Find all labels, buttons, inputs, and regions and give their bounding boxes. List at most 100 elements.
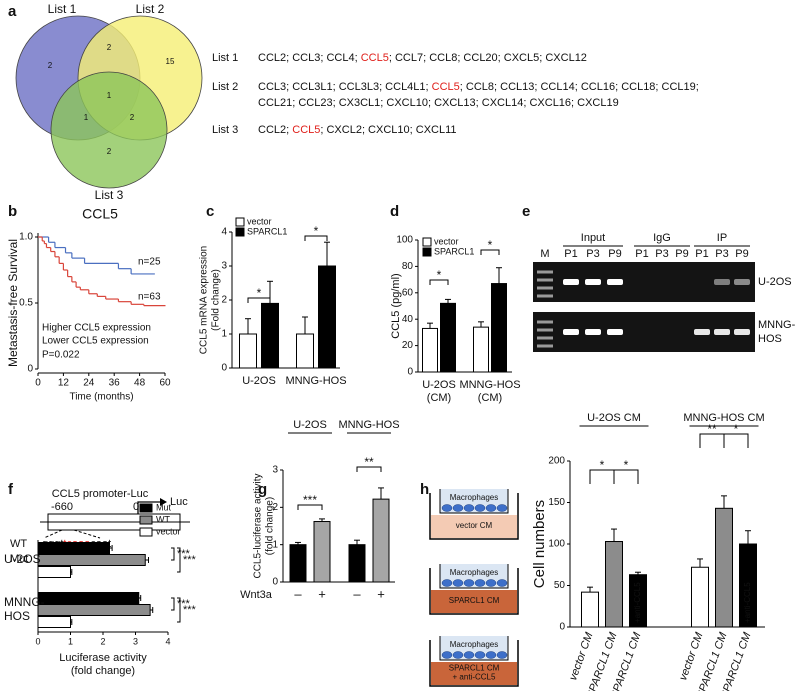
- x-tick-label: 36: [109, 378, 121, 389]
- y-tick-label: 80: [402, 261, 414, 272]
- significance-bracket: [429, 279, 449, 285]
- legend-label: SPARCL1: [434, 246, 474, 256]
- ladder-band: [537, 278, 553, 282]
- macrophage: [474, 504, 486, 512]
- group-label: MNNG-HOS CM: [683, 412, 764, 424]
- x-tick-label: 12: [58, 378, 70, 389]
- gel-band: [607, 329, 623, 335]
- significance-bracket: [723, 433, 749, 448]
- x-tick-label: (CM): [427, 392, 451, 404]
- panel-label: g: [258, 481, 267, 498]
- ladder-band: [537, 294, 553, 298]
- significance-label: **: [364, 455, 374, 469]
- x-tick-label: MNNG-HOS: [285, 375, 346, 387]
- gene-text: ; CXCL2; CXCL10; CXCL11: [320, 124, 456, 136]
- promoter-tss: 0: [133, 501, 139, 513]
- legend-label: SPARCL1: [247, 226, 287, 236]
- gene-list-name: List 1: [212, 52, 238, 64]
- y-tick-label: 40: [402, 314, 414, 325]
- venn-count: 2: [107, 43, 112, 52]
- bar: [473, 326, 489, 373]
- zoom-line: [43, 529, 63, 539]
- cells-label: Macrophages: [450, 493, 498, 502]
- ladder-band: [537, 286, 553, 290]
- macrophage: [452, 651, 464, 659]
- legend-label: vector: [247, 216, 272, 226]
- promoter-start: -660: [51, 501, 73, 513]
- y-tick-label: 0: [221, 363, 227, 374]
- gel-row-label: HOS: [758, 333, 782, 345]
- promoter-title: CCL5 promoter-Luc: [52, 488, 149, 500]
- gel-band: [714, 329, 730, 335]
- macrophage: [474, 579, 486, 587]
- gene-list-line: CCL3; CCL3L1; CCL3L3; CCL4L1; CCL5; CCL8…: [258, 81, 699, 93]
- gene-text: ; CCL7; CCL8; CCL20; CXCL5; CXCL12: [389, 52, 587, 64]
- legend-swatch: [139, 503, 153, 513]
- macrophage: [485, 579, 497, 587]
- reporter-label: Luc: [170, 496, 188, 508]
- bar: [37, 566, 71, 578]
- venn-set-label: List 2: [136, 2, 165, 16]
- y-tick-label: 100: [396, 235, 413, 246]
- significance-label: ***: [183, 554, 197, 566]
- significance-label: *: [488, 238, 493, 252]
- gel-band: [714, 279, 730, 285]
- bar: [261, 302, 279, 369]
- gene-text: CCL2;: [258, 124, 292, 136]
- legend-swatch: [139, 527, 153, 537]
- x-tick-label: 3: [133, 636, 138, 646]
- y-axis-label: CCL5 mRNA expression: [199, 246, 210, 354]
- gel-row-label: U-2OS: [758, 276, 792, 288]
- bar: [37, 616, 71, 628]
- tss-arrow: [137, 501, 160, 514]
- gel-group-label: Input: [581, 232, 605, 244]
- y-axis-label: CCL5-luciferase activity: [253, 473, 264, 578]
- y-tick-label: 50: [554, 580, 566, 591]
- gel-group-label: IgG: [653, 232, 671, 244]
- y-tick-label: 150: [548, 497, 565, 508]
- macrophage: [463, 504, 475, 512]
- macrophage: [452, 504, 464, 512]
- gene-text: CCL2; CCL3; CCL4;: [258, 52, 361, 64]
- venn-set-label: List 1: [48, 2, 77, 16]
- annotation: P=0.022: [42, 350, 80, 361]
- bar: [318, 265, 336, 369]
- significance-label: **: [707, 422, 717, 436]
- medium: [431, 590, 517, 613]
- x-axis-label: Time (months): [69, 392, 133, 403]
- condition-label: + anti-CCL5: [453, 673, 496, 682]
- y-tick-label: 0: [407, 367, 413, 378]
- gel-band: [734, 329, 750, 335]
- y-tick-label: U-2OS: [4, 552, 41, 566]
- bar: [372, 498, 390, 583]
- promoter-box: [47, 513, 181, 531]
- macrophage: [441, 504, 453, 512]
- x-tick-label: U-2OS: [422, 379, 456, 391]
- y-axis-label: (Fold change): [211, 269, 222, 331]
- y-axis-label: (fold change): [265, 497, 276, 555]
- ladder-band: [537, 320, 553, 324]
- gene-text: CCL21; CCL23; CX3CL1; CXCL10; CXCL13; CX…: [258, 97, 619, 109]
- bar: [37, 554, 146, 566]
- gel-lane-label: P9: [608, 248, 621, 260]
- gel-lane-label: P9: [675, 248, 688, 260]
- gel-band: [585, 329, 601, 335]
- panel-label: e: [522, 203, 530, 220]
- gel-group-label: IP: [717, 232, 727, 244]
- legend-label: vector: [434, 236, 459, 246]
- well: [429, 568, 519, 615]
- legend-swatch: [422, 247, 432, 257]
- bar: [348, 544, 366, 583]
- significance-label: *: [600, 458, 605, 472]
- significance-label: *: [257, 286, 262, 300]
- macrophage: [441, 579, 453, 587]
- panel-label: a: [8, 3, 17, 20]
- y-axis-label: CCL5 (pg/ml): [390, 273, 402, 338]
- venn-count: 1: [84, 113, 89, 122]
- bar: [289, 544, 307, 583]
- y-tick-label: 1: [221, 329, 227, 340]
- macrophage: [496, 651, 508, 659]
- highlight-gene: CCL5: [432, 81, 460, 93]
- tss-arrowhead: [160, 498, 167, 506]
